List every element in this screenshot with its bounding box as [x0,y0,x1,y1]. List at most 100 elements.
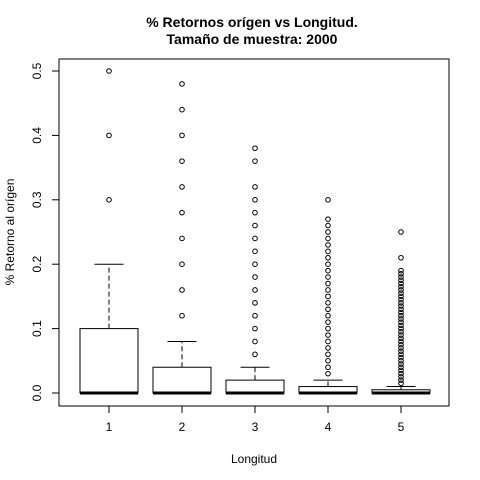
outlier-point [252,338,258,345]
outlier-point [398,377,404,383]
outlier-point [325,267,331,274]
outlier-point [398,325,404,332]
outlier-point [325,370,331,377]
outlier-point [179,287,185,293]
outlier-point [325,319,331,325]
x-tick-label: 1 [106,420,113,434]
outlier-point [179,235,185,242]
outlier-point [325,280,331,287]
x-axis: 1 2 3 4 5 [106,405,405,434]
outlier-point [325,197,331,203]
outlier-point [398,229,404,235]
outlier-point [398,361,404,367]
outlier-point [398,271,404,277]
outlier-point [252,300,258,306]
y-axis: 0.0 0.1 0.2 0.3 0.4 0.5 [30,62,60,401]
outlier-point [398,283,404,290]
y-axis-label: % Retorno al orígen [3,179,17,286]
outlier-point [398,380,404,387]
x-tick-label: 2 [179,420,186,434]
outlier-point [398,290,404,296]
outlier-point [325,222,331,229]
outlier-point [398,374,404,380]
outlier-point [398,367,404,374]
outlier-point [252,351,258,358]
outlier-point [398,306,404,313]
outlier-point [398,300,404,306]
outlier-point [325,358,331,364]
outlier-point [325,332,331,338]
outlier-point [106,132,112,139]
outlier-point [325,325,331,332]
outlier-point [252,184,258,190]
outlier-point [252,145,258,152]
outlier-point [398,280,404,287]
outlier-point [252,287,258,293]
box-2 [152,81,212,395]
outlier-point [252,274,258,280]
box-iqr [152,366,212,394]
outlier-point [252,261,258,268]
outlier-point [398,329,404,335]
outlier-point [398,303,404,309]
outlier-point [398,341,404,348]
outlier-point [398,364,404,371]
y-tick-label: 0.1 [30,320,44,337]
outlier-point [398,358,404,364]
outlier-point [252,235,258,242]
box-iqr [79,328,139,394]
outlier-point [325,261,331,268]
outlier-point [325,235,331,242]
outlier-point [398,332,404,338]
outlier-point [179,132,185,139]
outlier-point [106,197,112,203]
outlier-point [252,209,258,216]
outlier-point [398,338,404,345]
outlier-point [252,248,258,255]
box-iqr [225,379,285,394]
y-tick-label: 0.3 [30,191,44,208]
y-tick-label: 0.0 [30,384,44,401]
outlier-point [398,319,404,325]
outlier-point [325,274,331,280]
outlier-point [179,209,185,216]
outlier-point [398,345,404,351]
outlier-point [325,216,331,222]
outlier-point [325,306,331,313]
outlier-point [398,267,404,274]
box-5 [371,229,431,395]
outlier-point [398,287,404,293]
outlier-point [398,309,404,316]
outlier-point [398,312,404,319]
box-3 [225,145,285,395]
outlier-point [325,312,331,319]
chart-title: % Retornos orígen vs Longitud. [146,14,358,30]
outlier-point [398,296,404,303]
outlier-point [398,322,404,329]
outlier-point [398,370,404,377]
outlier-point [325,293,331,300]
x-tick-label: 3 [252,420,259,434]
outlier-point [179,106,185,113]
chart-subtitle: Tamaño de muestra: 2000 [167,31,338,47]
y-tick-label: 0.2 [30,256,44,273]
outlier-point [325,345,331,351]
outlier-point [179,184,185,190]
outlier-point [252,222,258,229]
outlier-point [325,242,331,248]
outlier-point [398,274,404,280]
boxes [79,68,431,395]
outlier-point [325,300,331,306]
box-1 [79,68,139,395]
outlier-point [398,254,404,261]
outlier-point [398,293,404,300]
x-axis-label: Longitud [231,452,277,466]
outlier-point [252,158,258,164]
outlier-point [252,312,258,319]
outlier-point [325,351,331,358]
outlier-point [398,351,404,358]
outlier-point [398,316,404,322]
x-tick-label: 5 [398,420,405,434]
